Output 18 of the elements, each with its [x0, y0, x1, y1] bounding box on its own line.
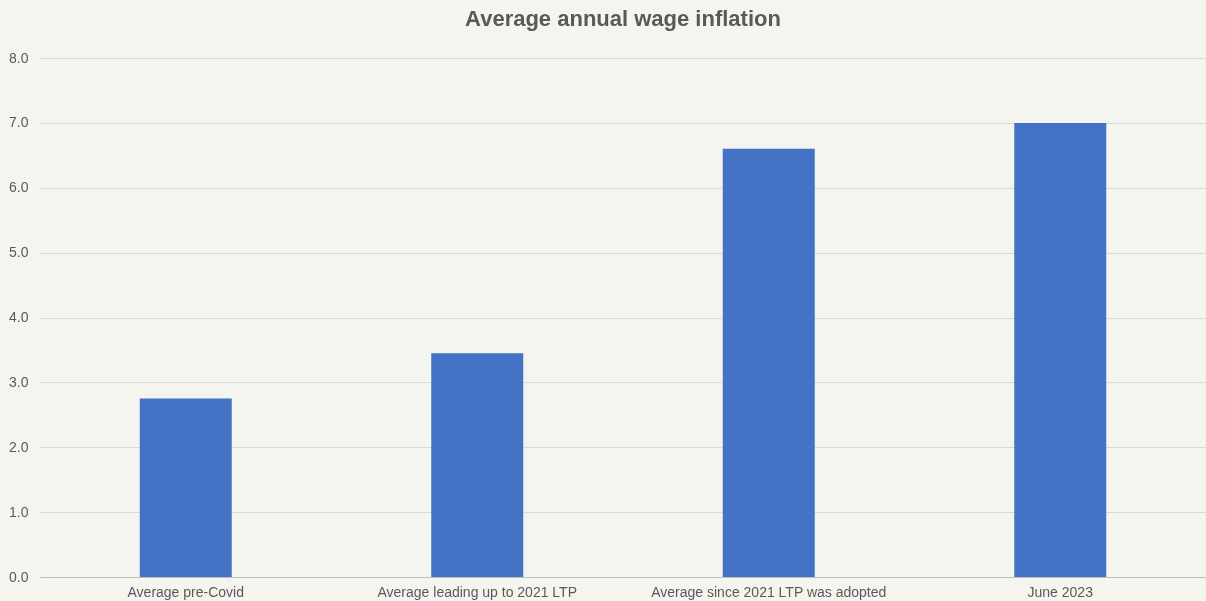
bar: [431, 353, 524, 577]
y-tick-label: 8.0: [9, 49, 29, 66]
y-tick-label: 5.0: [9, 244, 29, 261]
y-tick-label: 2.0: [9, 438, 29, 455]
bar: [722, 148, 815, 577]
chart-title: Average annual wage inflation: [465, 6, 781, 31]
x-tick-label: Average pre-Covid: [127, 583, 244, 600]
x-tick-label: June 2023: [1027, 583, 1094, 600]
y-tick-label: 6.0: [9, 179, 29, 196]
y-tick-label: 1.0: [9, 503, 29, 520]
x-tick-label: Average since 2021 LTP was adopted: [651, 583, 887, 600]
y-tick-label: 7.0: [9, 114, 29, 131]
bar: [139, 398, 232, 577]
bar: [1014, 122, 1107, 577]
y-tick-label: 4.0: [9, 309, 29, 325]
y-tick-label: 0.0: [9, 568, 29, 585]
x-tick-label: Average leading up to 2021 LTP: [377, 583, 578, 600]
y-tick-label: 3.0: [9, 373, 29, 390]
